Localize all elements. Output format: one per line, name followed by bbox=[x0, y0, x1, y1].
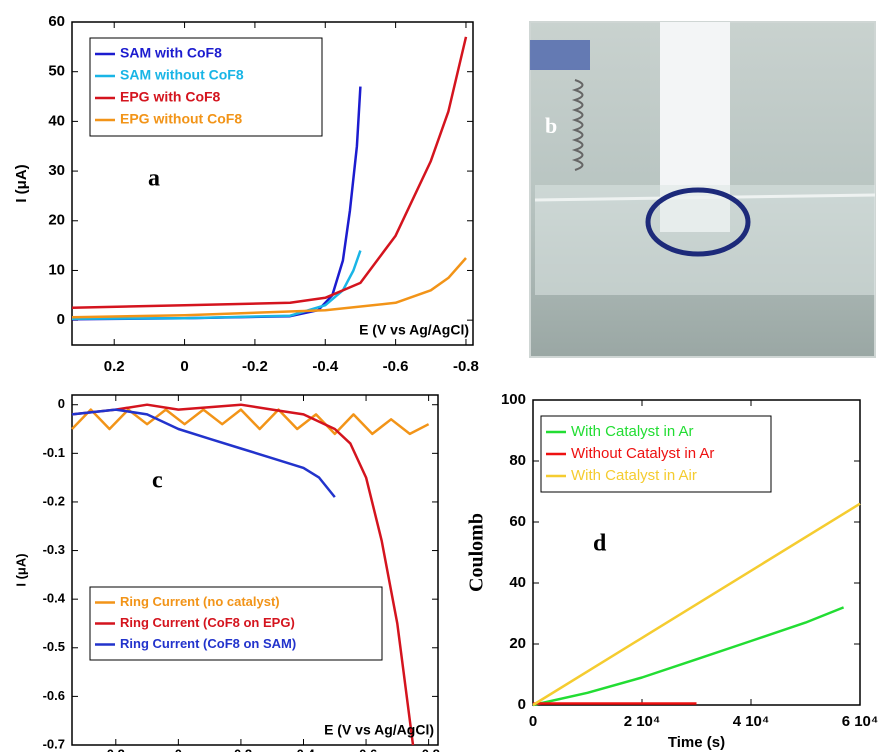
y-tick-label: -0.6 bbox=[43, 688, 65, 703]
y-tick-label: 60 bbox=[509, 513, 526, 530]
legend-label: Ring Current (CoF8 on SAM) bbox=[120, 636, 296, 651]
panel-label: c bbox=[152, 468, 163, 494]
legend-label: SAM with CoF8 bbox=[120, 45, 222, 61]
x-tick-label: -0.8 bbox=[417, 746, 439, 752]
plot-frame bbox=[71, 394, 439, 746]
photo-panel: b bbox=[529, 21, 876, 358]
data-line bbox=[71, 408, 430, 436]
y-tick-label: 100 bbox=[501, 391, 526, 408]
legend: Ring Current (no catalyst) Ring Current (… bbox=[89, 586, 383, 661]
x-tick-label: -0.6 bbox=[355, 746, 377, 752]
x-tick-label: 0.2 bbox=[107, 746, 125, 752]
x-tick-label: -0.4 bbox=[292, 746, 315, 752]
y-tick-label: 0 bbox=[58, 396, 65, 411]
x-tick-label: -0.4 bbox=[312, 358, 339, 375]
x-axis-label: Time (s) bbox=[668, 734, 725, 751]
y-axis-label: Coulomb bbox=[466, 513, 488, 592]
data-line bbox=[532, 606, 845, 707]
legend-label: Ring Current (CoF8 on EPG) bbox=[120, 615, 295, 630]
x-tick-label: 0 bbox=[180, 358, 188, 375]
y-tick-label: 60 bbox=[48, 13, 65, 30]
y-tick-label: 0 bbox=[57, 311, 65, 328]
blue-tape bbox=[530, 40, 590, 70]
legend-label: With Catalyst in Ar bbox=[571, 423, 694, 440]
y-tick-label: 50 bbox=[48, 63, 65, 80]
x-tick-label: -0.2 bbox=[230, 746, 252, 752]
x-tick-label: -0.2 bbox=[242, 358, 268, 375]
y-tick-label: 0 bbox=[518, 696, 526, 713]
data-line bbox=[71, 36, 468, 309]
y-tick-label: -0.5 bbox=[43, 639, 65, 654]
legend-label: EPG with CoF8 bbox=[120, 89, 221, 105]
meniscus bbox=[534, 193, 876, 202]
y-tick-label: 10 bbox=[48, 261, 65, 278]
y-tick-label: 30 bbox=[48, 162, 65, 179]
legend: SAM with CoF8 SAM without CoF8 EPG with Co… bbox=[89, 37, 323, 137]
y-tick-label: -0.7 bbox=[43, 736, 65, 751]
data-line bbox=[71, 403, 415, 746]
solution bbox=[535, 185, 875, 295]
legend-label: EPG without CoF8 bbox=[120, 111, 242, 127]
legend-box bbox=[89, 586, 383, 661]
spring bbox=[571, 79, 584, 171]
y-axis-label: I (μA) bbox=[13, 164, 30, 202]
y-tick-label: -0.2 bbox=[43, 493, 65, 508]
x-tick-label: 0.2 bbox=[104, 358, 125, 375]
y-axis-label: I (μA) bbox=[13, 553, 28, 586]
y-tick-label: -0.4 bbox=[43, 591, 66, 606]
panel-label: d bbox=[593, 531, 607, 557]
data-line bbox=[532, 502, 861, 707]
x-tick-label: 2 10⁴ bbox=[624, 713, 661, 730]
legend-label: SAM without CoF8 bbox=[120, 67, 244, 83]
x-tick-label: -0.8 bbox=[453, 358, 479, 375]
legend-box bbox=[89, 37, 323, 137]
x-axis-label: E (V vs Ag/AgCl) bbox=[324, 722, 434, 738]
y-tick-label: 80 bbox=[509, 452, 526, 469]
y-tick-label: 20 bbox=[509, 635, 526, 652]
data-line bbox=[71, 257, 467, 319]
x-axis-label: E (V vs Ag/AgCl) bbox=[359, 322, 469, 338]
highlight-circle bbox=[645, 187, 751, 257]
x-tick-label: 0 bbox=[529, 713, 537, 730]
y-tick-label: 40 bbox=[509, 574, 526, 591]
x-tick-label: -0.6 bbox=[383, 358, 409, 375]
legend: With Catalyst in Ar Without Catalyst in A… bbox=[540, 415, 772, 493]
y-tick-label: -0.3 bbox=[43, 542, 65, 557]
y-tick-label: 20 bbox=[48, 212, 65, 229]
x-tick-label: 4 10⁴ bbox=[733, 713, 770, 730]
x-tick-label: 6 10⁴ bbox=[842, 713, 879, 730]
x-tick-label: 0 bbox=[175, 746, 182, 752]
data-line bbox=[71, 250, 362, 320]
y-tick-label: -0.1 bbox=[43, 445, 65, 460]
legend-label: Ring Current (no catalyst) bbox=[120, 594, 280, 609]
y-tick-label: 40 bbox=[48, 112, 65, 129]
plot-frame bbox=[532, 399, 861, 706]
data-line bbox=[71, 408, 336, 498]
panel-label: a bbox=[148, 166, 160, 192]
legend-label: Without Catalyst in Ar bbox=[571, 445, 714, 462]
panel-label: b bbox=[545, 113, 557, 138]
legend-label: With Catalyst in Air bbox=[571, 467, 697, 484]
plot-frame bbox=[71, 21, 474, 346]
legend-box bbox=[540, 415, 772, 493]
